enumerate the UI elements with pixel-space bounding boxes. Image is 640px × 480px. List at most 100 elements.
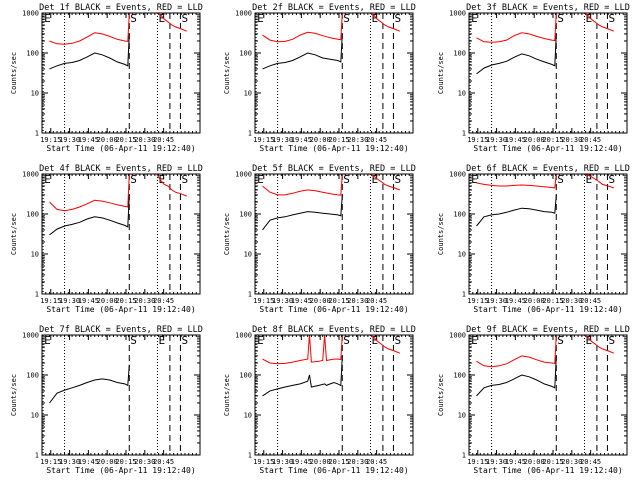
x-tick-label: 19:15 <box>467 136 488 144</box>
series-events <box>476 33 557 75</box>
y-tick-label: 1000 <box>449 171 466 179</box>
x-tick-label: 19:30 <box>59 458 80 466</box>
series-lld <box>49 174 130 212</box>
marker-label: S <box>181 334 188 347</box>
x-tick-label: 20:15 <box>115 458 136 466</box>
marker-label: S <box>557 334 564 347</box>
y-axis-label: Counts/sec <box>10 52 18 94</box>
series-events <box>262 194 343 231</box>
marker-label: S <box>394 173 401 186</box>
marker-label: E <box>158 12 165 25</box>
x-tick-label: 20:45 <box>153 297 174 305</box>
series-lld <box>583 174 614 189</box>
marker-label: E <box>371 173 378 186</box>
marker-label: E <box>371 334 378 347</box>
y-tick-label: 100 <box>239 372 252 380</box>
y-tick-label: 100 <box>26 372 39 380</box>
x-tick-label: 20:15 <box>115 136 136 144</box>
y-tick-label: 1 <box>462 291 466 299</box>
x-tick-label: 19:15 <box>467 458 488 466</box>
x-tick-label: 20:00 <box>524 458 545 466</box>
panel-1: Det 1f BLACK = Events, RED = LLD 1 10 100 10… <box>10 3 203 153</box>
y-tick-label: 1000 <box>22 171 39 179</box>
series-lld <box>262 174 343 196</box>
marker-label: S <box>343 334 350 347</box>
marker-label: S <box>130 173 137 186</box>
y-tick-label: 100 <box>453 211 466 219</box>
series-lld <box>49 13 130 45</box>
marker-label: E <box>585 173 592 186</box>
x-tick-label: 19:45 <box>291 136 312 144</box>
marker-label: S <box>608 334 615 347</box>
y-tick-label: 100 <box>453 50 466 58</box>
x-tick-label: 19:45 <box>291 458 312 466</box>
x-tick-label: 20:45 <box>580 458 601 466</box>
panel-series <box>49 364 130 404</box>
panel-title: Det 1f BLACK = Events, RED = LLD <box>39 3 203 13</box>
y-tick-label: 10 <box>244 90 252 98</box>
series-events <box>262 355 343 397</box>
panel-series <box>476 13 614 75</box>
x-tick-label: 20:30 <box>347 458 368 466</box>
x-tick-label: 19:15 <box>253 297 274 305</box>
x-tick-label: 20:30 <box>134 458 155 466</box>
marker-label: S <box>394 12 401 25</box>
series-events <box>49 33 130 70</box>
panel-title: Det 6f BLACK = Events, RED = LLD <box>466 164 630 174</box>
x-tick-label: 19:15 <box>467 297 488 305</box>
y-tick-label: 1000 <box>235 171 252 179</box>
panel-title: Det 4f BLACK = Events, RED = LLD <box>39 164 203 174</box>
series-lld <box>369 335 400 354</box>
y-tick-label: 1000 <box>235 332 252 340</box>
series-lld <box>369 13 400 32</box>
x-tick-label: 20:15 <box>542 136 563 144</box>
panel-2: Det 2f BLACK = Events, RED = LLD 1 10 100 10… <box>223 3 416 153</box>
marker-label: S <box>557 173 564 186</box>
marker-label: E <box>257 334 264 347</box>
x-tick-label: 20:15 <box>328 458 349 466</box>
x-tick-label: 19:30 <box>272 136 293 144</box>
x-tick-label: 20:30 <box>561 136 582 144</box>
x-tick-label: 20:30 <box>134 297 155 305</box>
y-tick-label: 10 <box>31 90 39 98</box>
series-lld <box>476 335 557 368</box>
panel-title: Det 8f BLACK = Events, RED = LLD <box>252 325 416 335</box>
plot-frame <box>254 12 414 134</box>
x-axis-label: Start Time (06-Apr-11 19:12:40) <box>259 466 408 475</box>
x-tick-label: 20:00 <box>310 297 331 305</box>
series-lld <box>583 335 614 354</box>
x-tick-label: 19:45 <box>78 136 99 144</box>
marker-label: S <box>608 173 615 186</box>
marker-label: E <box>471 12 478 25</box>
x-tick-label: 19:45 <box>505 136 526 144</box>
y-tick-label: 1000 <box>22 10 39 18</box>
x-tick-label: 19:15 <box>253 136 274 144</box>
y-tick-label: 10 <box>458 90 466 98</box>
marker-label: E <box>471 334 478 347</box>
x-tick-label: 20:45 <box>153 458 174 466</box>
panel-series <box>476 335 614 397</box>
x-tick-label: 19:45 <box>505 297 526 305</box>
series-lld <box>156 174 187 197</box>
x-axis-label: Start Time (06-Apr-11 19:12:40) <box>473 466 622 475</box>
y-tick-label: 1 <box>248 452 252 460</box>
y-tick-label: 10 <box>458 251 466 259</box>
x-tick-label: 19:30 <box>59 297 80 305</box>
x-tick-label: 20:00 <box>524 297 545 305</box>
x-tick-label: 20:00 <box>310 136 331 144</box>
y-tick-label: 1 <box>462 130 466 138</box>
marker-label: S <box>557 12 564 25</box>
y-tick-label: 10 <box>31 412 39 420</box>
y-tick-label: 100 <box>239 50 252 58</box>
panel-title: Det 2f BLACK = Events, RED = LLD <box>252 3 416 13</box>
x-tick-label: 19:45 <box>78 297 99 305</box>
y-tick-label: 1 <box>35 291 39 299</box>
marker-label: E <box>371 12 378 25</box>
y-tick-label: 1 <box>248 130 252 138</box>
panel-series <box>476 174 614 227</box>
plot-frame <box>254 334 414 456</box>
series-events <box>262 33 343 70</box>
x-tick-label: 19:15 <box>40 297 61 305</box>
marker-label: E <box>585 12 592 25</box>
